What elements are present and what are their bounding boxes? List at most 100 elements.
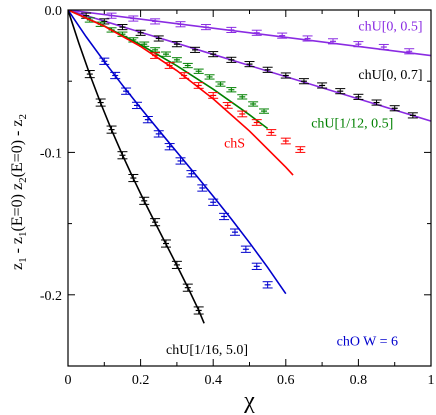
series-4-point-7 [175,157,186,165]
series-2-point-14 [237,94,248,100]
series-0-point-6 [251,29,262,36]
series-4-point-10 [208,198,219,206]
series-1-point-10 [262,66,273,73]
series-5-point-1 [95,98,106,107]
series-3 [68,10,306,176]
y-axis-title-part-2: - z [9,237,26,257]
series-3-point-2 [179,72,190,79]
series-4-fit-line [68,10,287,295]
series-1-point-5 [171,41,182,48]
series-4-point-5 [153,130,164,138]
series-5-point-2 [106,125,117,134]
y-axis-title-part-1: 1 [17,257,29,263]
y-tick-label-0: 0.0 [45,4,63,19]
y-tick-label-2: -0.2 [40,289,62,304]
x-tick-label-1: 0.2 [132,373,150,388]
y-axis-title: z1 - z1(E=0) z2(E=0) - z2 [9,114,29,270]
y-axis-title-part-4: (E=0) [9,190,26,231]
x-tick-label-4: 0.8 [350,373,368,388]
series-5-fit-line [68,10,205,324]
series-0 [68,10,431,57]
x-tick-label-0: 0 [65,373,72,388]
series-4-point-3 [131,101,142,110]
y-axis-title-part-7: (E=0) - z [9,120,26,178]
series-2-point-9 [182,62,193,69]
series-3-point-7 [251,119,262,126]
series-3-point-4 [208,92,219,99]
series-label-4: chO W = 6 [337,334,398,349]
series-4-point-1 [110,71,121,80]
x-axis-title: χ [243,388,255,414]
series-0-point-12 [404,48,415,55]
series-4-point-6 [164,143,175,151]
series-0-point-3 [175,21,186,28]
series-4-point-8 [186,170,197,178]
x-tick-label-5: 1 [428,373,435,388]
series-4-point-0 [99,57,110,65]
series-4 [68,10,287,295]
series-5-point-7 [161,239,172,248]
series-3-point-8 [266,129,277,136]
series-2-point-7 [161,51,172,57]
series-1-point-13 [317,82,328,89]
series-3-point-1 [164,62,175,69]
series-5-point-0 [84,70,95,79]
series-0-point-2 [150,18,161,25]
series-5-point-10 [193,306,204,315]
series-0-fit-line [68,10,431,57]
series-4-point-13 [240,245,251,253]
series-5-point-3 [117,151,128,160]
series-label-5: chU[1/16, 5.0] [166,343,248,358]
series-3-point-3 [193,82,204,89]
series-1-point-16 [371,99,382,106]
series-5-point-4 [128,173,139,183]
y-tick-label-1: -0.1 [40,146,62,161]
series-3-point-6 [237,110,248,118]
series-label-2: chU[1/12, 0.5] [311,116,393,131]
series-label-1: chU[0, 0.7] [358,68,422,83]
x-tick-label-2: 0.4 [204,373,222,388]
series-0-point-1 [128,15,139,22]
series-2-point-12 [215,81,226,87]
series-3-point-0 [150,52,161,59]
series-5-point-5 [139,196,150,205]
series-1-point-6 [190,46,201,53]
series-1-point-3 [135,29,146,36]
series-0-point-11 [378,43,389,51]
series-0-point-4 [200,24,211,31]
series-1-point-11 [280,72,291,79]
series-0-point-9 [327,38,338,45]
series-5-point-9 [182,283,193,292]
series-2-point-6 [150,47,161,53]
series-2-point-16 [259,108,270,114]
series-2-point-8 [171,57,182,63]
series-label-0: chU[0, 0.5] [358,20,422,35]
series-1-point-14 [335,88,346,95]
series-4-point-15 [262,281,273,289]
series-label-3: chS [224,136,245,151]
plot-layer [68,10,431,324]
series-0-point-7 [277,32,288,39]
series-3-point-9 [280,137,291,145]
series-4-point-9 [197,184,208,192]
series-4-point-4 [142,116,153,124]
series-4-point-11 [219,212,230,221]
series-2-point-10 [193,68,204,74]
series-3-fit-line [68,10,294,176]
series-1-point-15 [353,93,364,100]
series-0-point-10 [353,41,364,48]
series-1-point-7 [208,51,219,58]
y-axis-title-part-3: 1 [17,231,29,237]
y-axis-title-part-5: z [9,183,26,190]
series-1-point-9 [244,61,255,68]
series-0-point-0 [106,12,117,19]
series-2-point-15 [248,101,259,107]
series-1-point-18 [407,112,418,119]
series-4-point-2 [121,87,132,95]
series-4-point-12 [229,228,240,236]
series-0-point-5 [226,26,237,33]
series-1-point-17 [389,105,400,112]
series-5-point-6 [150,218,161,227]
